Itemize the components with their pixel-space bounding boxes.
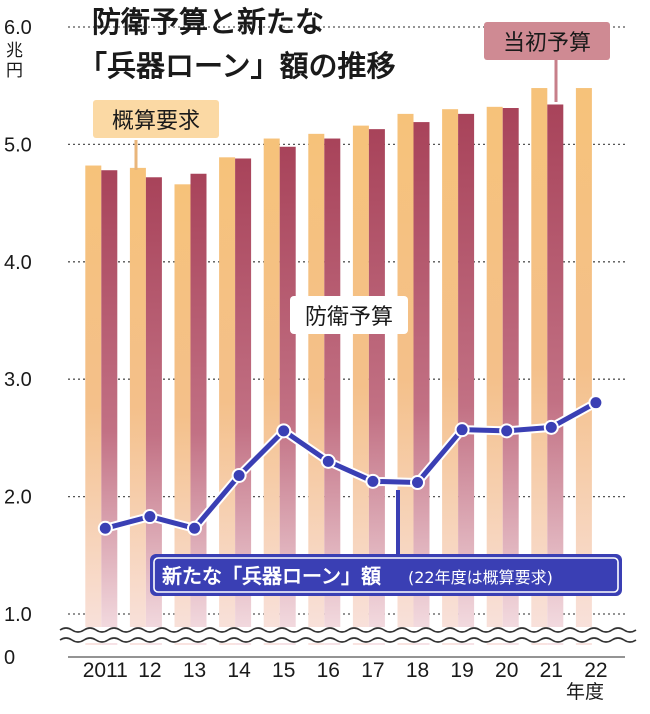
loan-point — [365, 473, 381, 489]
x-tick-label: 18 — [406, 659, 429, 682]
chart-title-line2: 「兵器ローン」額の推移 — [78, 49, 396, 83]
x-tick-label: 21 — [540, 659, 563, 682]
bar-gaisan — [129, 167, 146, 645]
bar-toushou — [324, 138, 341, 645]
x-tick-label: 22 — [584, 659, 607, 682]
x-tick-label: 12 — [138, 659, 161, 682]
tag-toushou-bg — [484, 22, 610, 60]
x-tick-label: 13 — [183, 659, 206, 682]
bar-gaisan — [531, 88, 548, 646]
loan-point — [543, 419, 559, 435]
bar-gaisan — [486, 106, 503, 645]
y-tick-label: 6.0 — [4, 17, 32, 39]
bar-toushou — [547, 104, 564, 645]
x-tick-label: 20 — [495, 659, 518, 682]
y-tick-label: 3.0 — [4, 369, 32, 391]
bar-toushou — [235, 158, 252, 645]
bar-gaisan — [263, 138, 280, 645]
x-tick-label: 19 — [450, 659, 473, 682]
y-tick-label: 1.0 — [4, 604, 32, 626]
bar-gaisan — [442, 109, 459, 646]
loan-point — [588, 395, 604, 411]
tag-gaisan-bg — [93, 100, 219, 138]
loan-label-note: (22年度は概算要求) — [408, 568, 553, 587]
line-layer — [97, 395, 604, 536]
tag-toushou-label: 当初予算 — [503, 31, 591, 56]
bar-toushou — [368, 129, 385, 645]
loan-label-border — [153, 557, 619, 593]
loan-point — [142, 509, 158, 525]
y-unit-label: 兆円 — [6, 41, 23, 81]
y-tick-label: 0 — [4, 647, 15, 669]
loan-point — [97, 520, 113, 536]
loan-point — [499, 423, 515, 439]
bar-toushou — [279, 146, 296, 646]
break-wave — [59, 637, 637, 643]
loan-point — [231, 467, 247, 483]
x-tick-label: 17 — [361, 659, 384, 682]
bar-gaisan — [397, 113, 414, 646]
bars-layer — [85, 88, 592, 646]
loan-point — [187, 520, 202, 536]
loan-point — [320, 453, 336, 469]
x-tick-label: 14 — [227, 659, 251, 682]
loan-label-bg — [150, 554, 622, 596]
axis-break — [59, 627, 637, 643]
tag-gaisan-label: 概算要求 — [112, 109, 200, 134]
x-tick-label: 16 — [317, 659, 340, 682]
y-tick-label: 5.0 — [4, 134, 32, 156]
loan-point — [454, 422, 470, 438]
loan-point — [410, 475, 425, 491]
loan-label: 新たな「兵器ローン」額 — [162, 564, 381, 588]
y-tick-label: 2.0 — [4, 487, 32, 509]
break-wave — [59, 627, 637, 633]
bar-gaisan — [575, 88, 592, 646]
bar-toushou — [101, 170, 118, 645]
bar-toushou — [458, 113, 475, 646]
loan-point — [276, 423, 292, 439]
bar-gaisan — [219, 157, 236, 645]
grid-layer — [68, 26, 625, 658]
tick-labels: 6.0 5.0 4.0 3.0 2.0 1.0 0 2011 12 13 14 15 16 17 18 19 2… — [4, 17, 608, 682]
budget-label: 防衛予算 — [305, 305, 393, 330]
bar-toushou — [502, 108, 519, 646]
bar-gaisan — [352, 125, 369, 646]
x-tick-label: 2011 — [83, 659, 128, 682]
bar-toushou — [413, 122, 430, 646]
budget-label-bg — [290, 296, 408, 334]
x-tick-label: 15 — [272, 659, 295, 682]
bar-gaisan — [85, 165, 102, 646]
x-unit-label: 年度 — [566, 681, 604, 703]
y-tick-label: 4.0 — [4, 252, 32, 274]
chart-title-line1: 防衛予算と新たな — [92, 5, 324, 39]
bar-gaisan — [308, 133, 325, 646]
bar-toushou — [145, 177, 162, 645]
